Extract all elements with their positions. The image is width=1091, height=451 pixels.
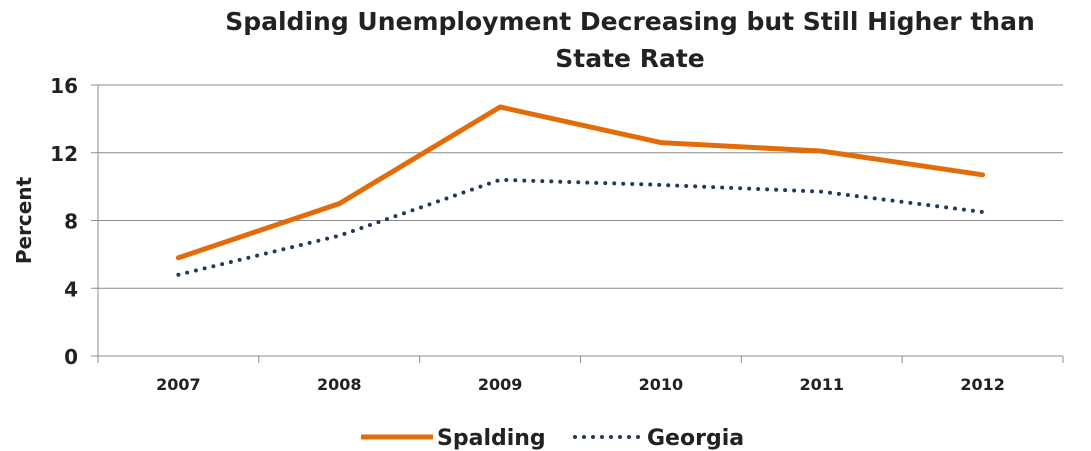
chart-title-line-1: Spalding Unemployment Decreasing but Sti… — [225, 7, 1035, 36]
x-tick-label: 2007 — [156, 375, 201, 394]
y-tick-label: 8 — [64, 210, 78, 234]
y-axis-label: Percent — [12, 176, 36, 264]
legend-label-spalding: Spalding — [437, 426, 546, 451]
x-tick-label: 2008 — [317, 375, 362, 394]
x-tick-label: 2011 — [799, 375, 844, 394]
y-tick-label: 4 — [64, 277, 78, 301]
y-tick-label: 12 — [50, 142, 78, 166]
x-tick-label: 2012 — [960, 375, 1005, 394]
chart-title-line-2: State Rate — [555, 44, 705, 73]
legend-label-georgia: Georgia — [647, 426, 744, 451]
x-tick-label: 2010 — [639, 375, 684, 394]
y-tick-label: 0 — [64, 345, 78, 369]
x-tick-label: 2009 — [478, 375, 523, 394]
series-line-georgia — [176, 177, 985, 277]
y-tick-label: 16 — [50, 74, 78, 98]
series-line-spalding — [175, 104, 986, 261]
